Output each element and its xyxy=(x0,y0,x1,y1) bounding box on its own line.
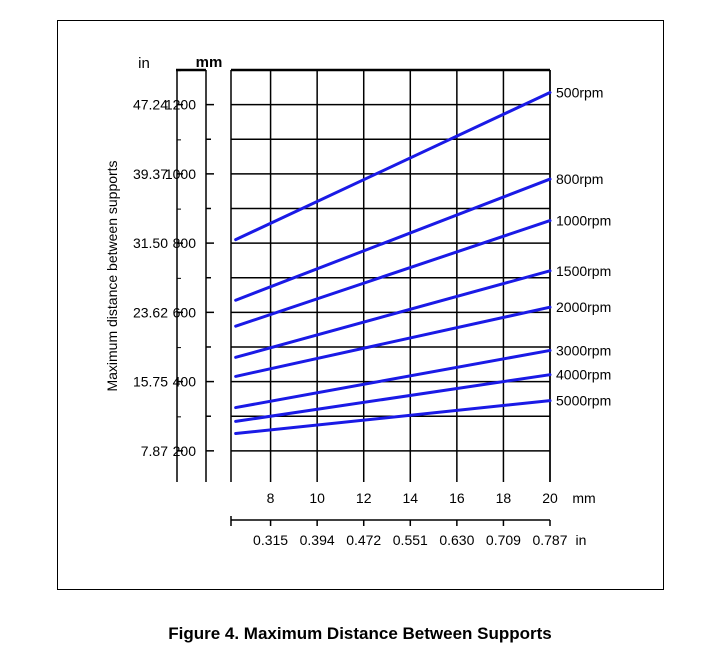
y-axis-title: Maximum distance between supports xyxy=(104,160,120,391)
x-unit-label-in: in xyxy=(576,532,587,548)
x-tick-label-mm: 16 xyxy=(449,490,465,506)
y-tick-label-in: 31.50 xyxy=(133,235,168,251)
y-tick-label-mm: 400 xyxy=(173,374,197,390)
y-unit-label-mm: mm xyxy=(196,54,223,71)
series-line-800rpm xyxy=(234,177,552,302)
x-unit-label-mm: mm xyxy=(572,490,595,506)
series-label-5000rpm: 5000rpm xyxy=(556,393,611,409)
series-line-2000rpm xyxy=(234,305,552,378)
y-tick-label-mm: 1200 xyxy=(165,97,196,113)
y-tick-label-mm: 1000 xyxy=(165,166,196,182)
x-tick-label-in: 0.787 xyxy=(532,532,567,548)
x-tick-label-mm: 8 xyxy=(267,490,275,506)
x-tick-label-mm: 20 xyxy=(542,490,558,506)
series-line-500rpm xyxy=(234,91,552,242)
x-tick-label-in: 0.472 xyxy=(346,532,381,548)
series-line-1000rpm xyxy=(234,219,552,328)
y-tick-label-mm: 600 xyxy=(173,304,197,320)
y-tick-label-in: 7.87 xyxy=(141,443,168,459)
y-tick-label-in: 23.62 xyxy=(133,304,168,320)
x-tick-label-in: 0.709 xyxy=(486,532,521,548)
series-label-3000rpm: 3000rpm xyxy=(556,342,611,358)
y-tick-label-in: 47.24 xyxy=(133,97,168,113)
y-unit-label-in: in xyxy=(138,55,150,72)
series-line-1500rpm xyxy=(234,269,552,359)
series-line-5000rpm xyxy=(234,399,552,436)
y-tick-label-in: 15.75 xyxy=(133,374,168,390)
y-tick-label-in: 39.37 xyxy=(133,166,168,182)
x-tick-label-mm: 14 xyxy=(403,490,419,506)
y-tick-label-mm: 200 xyxy=(173,443,197,459)
x-tick-label-in: 0.551 xyxy=(393,532,428,548)
series-label-500rpm: 500rpm xyxy=(556,85,603,101)
x-tick-label-in: 0.315 xyxy=(253,532,288,548)
series-label-800rpm: 800rpm xyxy=(556,171,603,187)
series-label-1000rpm: 1000rpm xyxy=(556,213,611,229)
series-line-4000rpm xyxy=(234,373,552,423)
x-tick-label-mm: 18 xyxy=(496,490,512,506)
x-tick-label-mm: 12 xyxy=(356,490,372,506)
series-label-4000rpm: 4000rpm xyxy=(556,367,611,383)
figure-caption: Figure 4. Maximum Distance Between Suppo… xyxy=(168,624,552,643)
series-label-1500rpm: 1500rpm xyxy=(556,263,611,279)
series-label-2000rpm: 2000rpm xyxy=(556,299,611,315)
figure-frame xyxy=(57,20,664,590)
x-tick-label-in: 0.630 xyxy=(439,532,474,548)
y-tick-label-mm: 800 xyxy=(173,235,197,251)
x-tick-label-in: 0.394 xyxy=(300,532,335,548)
x-tick-label-mm: 10 xyxy=(309,490,325,506)
series-line-3000rpm xyxy=(234,348,552,410)
